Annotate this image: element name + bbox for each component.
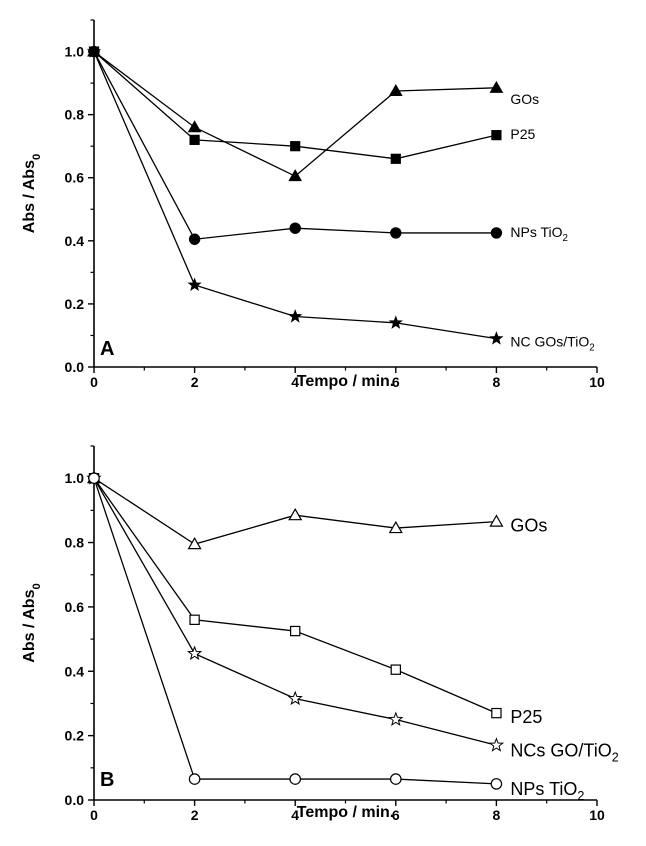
series-nps-tio2: NPs TiO2​ xyxy=(88,472,584,804)
data-point xyxy=(290,141,301,152)
data-point xyxy=(287,690,303,706)
x-tick-label: 10 xyxy=(589,807,605,823)
series-label: P25 xyxy=(510,126,535,142)
x-tick-label: 0 xyxy=(90,807,98,823)
series-nps-tio2: NPs TiO2​ xyxy=(88,45,568,245)
data-point xyxy=(388,83,403,96)
data-point xyxy=(88,472,100,484)
y-tick-label: 0.2 xyxy=(65,296,85,312)
data-point xyxy=(187,277,202,292)
series-nc-gos-tio2: NC GOs/TiO2​ xyxy=(86,44,595,354)
data-point xyxy=(489,80,504,93)
series-label: NC GOs/TiO2​ xyxy=(510,333,594,353)
data-point xyxy=(189,614,200,625)
x-tick-label: 4 xyxy=(291,807,299,823)
data-point xyxy=(289,773,301,785)
data-point xyxy=(288,169,303,182)
data-point xyxy=(489,514,504,527)
panel-label: A xyxy=(100,338,114,360)
data-point xyxy=(388,711,404,727)
y-axis-label: Abs / Abs0​ xyxy=(21,583,43,662)
x-tick-label: 2 xyxy=(191,807,199,823)
data-point xyxy=(290,625,301,637)
data-point xyxy=(186,645,203,661)
series-label: GOs xyxy=(510,91,539,107)
x-tick-label: 6 xyxy=(392,374,400,390)
y-axis-label: Abs / Abs0​ xyxy=(21,154,43,233)
data-point xyxy=(188,773,201,785)
y-tick-label: 0.4 xyxy=(65,233,85,249)
data-point xyxy=(388,520,403,534)
series-line xyxy=(93,51,497,177)
y-tick-label: 0.2 xyxy=(65,728,85,744)
data-point xyxy=(491,707,502,719)
y-tick-label: 0.0 xyxy=(65,359,85,375)
series-gos: GOs xyxy=(87,44,539,182)
series-label: GOs xyxy=(510,515,547,535)
y-tick-label: 1.0 xyxy=(65,44,85,60)
series-label: NPs TiO2​ xyxy=(510,224,568,244)
series-label: P25 xyxy=(510,707,542,727)
y-tick-label: 0.6 xyxy=(65,170,85,186)
data-point xyxy=(490,227,503,239)
series-label: NCs GO/TiO2​ xyxy=(510,740,618,765)
series-gos: GOs xyxy=(86,470,547,550)
series-line xyxy=(93,51,497,340)
data-point xyxy=(389,773,402,785)
chart-panel-b: 0 2 4 6 8 10 0.0 0.2 0.4 0.6 0.8 1.0 Tempo / min. Abs… xyxy=(21,445,619,823)
x-tick-label: 0 xyxy=(90,374,98,390)
data-point xyxy=(390,153,401,164)
data-point xyxy=(289,222,301,234)
data-point xyxy=(390,227,402,239)
x-tick-label: 6 xyxy=(392,807,400,823)
panel-label: B xyxy=(100,769,114,791)
data-point xyxy=(491,130,502,141)
x-tick-label: 8 xyxy=(493,807,501,823)
data-point xyxy=(288,309,303,323)
series-p25: P25 xyxy=(88,46,536,164)
data-point xyxy=(490,778,503,790)
data-point xyxy=(86,44,102,58)
x-tick-label: 2 xyxy=(191,374,199,390)
chart-panel-a: 0 2 4 6 8 10 0.0 0.2 0.4 0.6 0.8 1.0 Tempo / min. Abs… xyxy=(21,19,605,390)
series-p25: P25 xyxy=(88,472,542,727)
data-point xyxy=(388,315,403,329)
data-point xyxy=(189,134,200,145)
x-tick-label: 8 xyxy=(493,374,501,390)
data-point xyxy=(187,536,202,550)
y-tick-label: 0.4 xyxy=(65,663,85,679)
data-point xyxy=(489,331,504,345)
y-tick-label: 0.8 xyxy=(65,107,85,123)
data-point xyxy=(188,233,201,245)
y-tick-label: 0.6 xyxy=(65,599,85,615)
x-tick-label: 4 xyxy=(291,374,299,390)
x-axis-label: Tempo / min. xyxy=(297,804,394,821)
data-point xyxy=(390,664,402,675)
y-tick-label: 0.0 xyxy=(65,792,85,808)
data-point xyxy=(288,507,303,521)
data-point xyxy=(488,737,505,752)
y-tick-label: 1.0 xyxy=(65,470,85,486)
y-tick-label: 0.8 xyxy=(65,535,85,551)
x-tick-label: 10 xyxy=(589,374,605,390)
data-point xyxy=(187,120,202,133)
series-label: NPs TiO2​ xyxy=(510,779,584,804)
x-axis-label: Tempo / min. xyxy=(297,373,394,390)
